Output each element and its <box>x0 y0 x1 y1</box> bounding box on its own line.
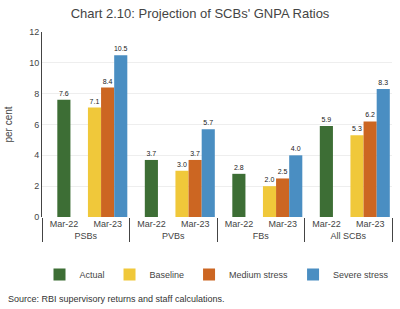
svg-text:Severe stress: Severe stress <box>333 270 389 280</box>
svg-text:per cent: per cent <box>3 106 14 142</box>
svg-text:8: 8 <box>34 89 39 99</box>
svg-text:Mar-22: Mar-22 <box>50 219 79 229</box>
svg-text:Mar-23: Mar-23 <box>93 219 122 229</box>
svg-text:5.7: 5.7 <box>203 119 213 126</box>
svg-text:10.5: 10.5 <box>114 45 128 52</box>
svg-text:Baseline: Baseline <box>150 270 185 280</box>
svg-text:All SCBs: All SCBs <box>330 231 366 241</box>
svg-text:0: 0 <box>34 212 39 222</box>
svg-text:5.9: 5.9 <box>321 116 331 123</box>
svg-text:7.1: 7.1 <box>90 98 100 105</box>
svg-text:Mar-23: Mar-23 <box>356 219 385 229</box>
svg-text:10: 10 <box>29 58 39 68</box>
svg-text:Mar-23: Mar-23 <box>181 219 210 229</box>
svg-text:Actual: Actual <box>80 270 105 280</box>
svg-text:Mar-22: Mar-22 <box>312 219 341 229</box>
svg-text:8.3: 8.3 <box>378 79 388 86</box>
svg-text:8.4: 8.4 <box>103 78 113 85</box>
svg-text:6.2: 6.2 <box>365 111 375 118</box>
svg-text:2.5: 2.5 <box>278 168 288 175</box>
svg-text:Mar-22: Mar-22 <box>225 219 254 229</box>
svg-text:3.7: 3.7 <box>190 150 200 157</box>
svg-text:Medium stress: Medium stress <box>229 270 288 280</box>
svg-text:PSBs: PSBs <box>74 231 97 241</box>
svg-text:FBs: FBs <box>253 231 270 241</box>
svg-text:Chart 2.10: Projection of SCBs: Chart 2.10: Projection of SCBs' GNPA Rat… <box>71 6 330 21</box>
svg-text:5.3: 5.3 <box>352 125 362 132</box>
svg-text:2: 2 <box>34 181 39 191</box>
svg-text:Source: RBI supervisory return: Source: RBI supervisory returns and staf… <box>8 294 224 304</box>
svg-text:7.6: 7.6 <box>59 90 69 97</box>
svg-text:2.8: 2.8 <box>234 164 244 171</box>
svg-text:3.0: 3.0 <box>177 161 187 168</box>
svg-text:4.0: 4.0 <box>291 145 301 152</box>
svg-text:PVBs: PVBs <box>162 231 185 241</box>
svg-text:3.7: 3.7 <box>146 150 156 157</box>
svg-text:12: 12 <box>29 27 39 37</box>
svg-text:Mar-23: Mar-23 <box>268 219 297 229</box>
svg-text:4: 4 <box>34 150 39 160</box>
svg-text:2.0: 2.0 <box>265 176 275 183</box>
svg-text:Mar-22: Mar-22 <box>137 219 166 229</box>
svg-text:6: 6 <box>34 120 39 130</box>
